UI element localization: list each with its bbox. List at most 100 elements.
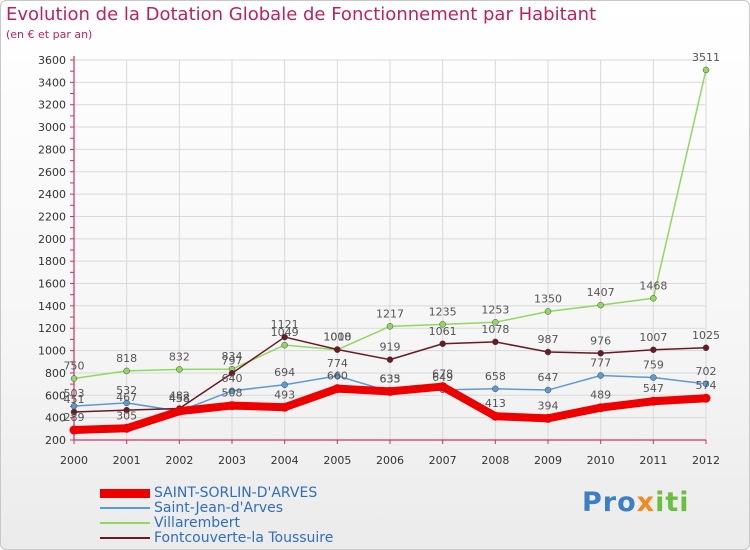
x-tick-label: 2006 xyxy=(376,454,404,467)
x-tick-label: 2009 xyxy=(534,454,562,467)
data-label: 1121 xyxy=(271,318,299,331)
y-tick-label: 400 xyxy=(45,412,66,425)
data-label: 702 xyxy=(696,365,717,378)
data-point xyxy=(648,396,658,406)
legend-item: Villarembert xyxy=(100,516,333,531)
legend-swatch xyxy=(100,488,150,498)
data-point xyxy=(596,403,606,413)
data-label: 508 xyxy=(222,387,243,400)
data-point xyxy=(70,408,78,416)
data-point xyxy=(439,321,446,328)
data-label: 777 xyxy=(590,357,611,370)
x-tick-label: 2007 xyxy=(429,454,457,467)
x-tick-label: 2012 xyxy=(692,454,720,467)
data-label: 1025 xyxy=(692,329,720,342)
legend-label: Fontcouverte-la Toussuire xyxy=(154,530,334,546)
data-point xyxy=(280,402,290,412)
x-tick-label: 2003 xyxy=(218,454,246,467)
data-point xyxy=(492,319,499,326)
data-point xyxy=(597,301,604,309)
x-tick-label: 2002 xyxy=(165,454,193,467)
data-label: 467 xyxy=(116,391,137,404)
y-tick-label: 1000 xyxy=(38,345,66,358)
data-point xyxy=(597,372,604,379)
data-label: 532 xyxy=(116,384,137,397)
data-point xyxy=(123,399,130,407)
x-tick-label: 2010 xyxy=(587,454,615,467)
data-label: 919 xyxy=(380,341,401,354)
data-point xyxy=(174,406,184,416)
data-label: 458 xyxy=(169,392,190,405)
data-point xyxy=(386,323,394,330)
data-label: 574 xyxy=(696,379,717,392)
data-label: 774 xyxy=(327,357,348,370)
data-point xyxy=(544,348,552,356)
label-layer: 289 305 458 508 493 660 635 678 413 394 489 547 574 5… xyxy=(64,51,721,424)
data-label: 649 xyxy=(432,371,453,384)
y-tick-label: 3600 xyxy=(38,54,66,67)
data-label: 660 xyxy=(327,370,348,383)
y-tick-label: 3200 xyxy=(38,99,66,112)
data-point xyxy=(70,375,78,382)
data-label: 976 xyxy=(590,334,611,347)
y-tick-label: 600 xyxy=(45,389,66,402)
data-point xyxy=(702,380,710,388)
data-point xyxy=(438,382,448,392)
series-layer xyxy=(69,66,711,435)
data-label: 394 xyxy=(538,399,559,412)
data-label: 503 xyxy=(64,387,85,400)
y-tick-label: 1200 xyxy=(38,322,66,335)
y-tick-label: 1600 xyxy=(38,278,66,291)
data-label: 633 xyxy=(380,373,401,386)
data-label: 1350 xyxy=(534,292,562,305)
data-label: 451 xyxy=(64,393,85,406)
data-point xyxy=(281,333,288,341)
data-point xyxy=(334,372,341,380)
data-label: 289 xyxy=(64,411,85,424)
data-point xyxy=(490,411,500,421)
x-tick-label: 2005 xyxy=(323,454,351,467)
data-label: 1008 xyxy=(323,331,351,344)
data-point xyxy=(176,366,183,373)
data-label: 694 xyxy=(274,366,295,379)
data-label: 640 xyxy=(222,372,243,385)
logo-part-2: x xyxy=(636,487,656,518)
x-tick-label: 2001 xyxy=(113,454,141,467)
data-label: 489 xyxy=(590,389,611,402)
data-label: 635 xyxy=(380,372,401,385)
data-point xyxy=(650,346,657,354)
data-label: 987 xyxy=(538,333,559,346)
legend-swatch xyxy=(100,522,150,524)
legend-label: Villarembert xyxy=(154,515,240,531)
data-label: 1407 xyxy=(587,286,615,299)
data-point xyxy=(492,385,499,393)
data-label: 678 xyxy=(432,368,453,381)
data-label: 658 xyxy=(485,370,506,383)
data-label: 797 xyxy=(222,354,243,367)
x-tick-label: 2008 xyxy=(481,454,509,467)
legend-swatch xyxy=(100,507,150,509)
data-point xyxy=(597,350,604,357)
y-tick-label: 1800 xyxy=(38,255,66,268)
data-label: 1253 xyxy=(481,303,509,316)
legend-label: SAINT-SORLIN-D'ARVES xyxy=(154,485,318,501)
y-tick-label: 200 xyxy=(45,434,66,447)
data-label: 3511 xyxy=(692,51,720,64)
data-point xyxy=(334,346,341,353)
data-label: 1078 xyxy=(481,323,509,336)
y-tick-label: 2000 xyxy=(38,233,66,246)
y-tick-label: 1400 xyxy=(38,300,66,313)
data-label: 834 xyxy=(222,350,243,363)
data-point xyxy=(701,393,711,403)
logo-part-3: iti xyxy=(655,487,690,518)
data-label: 647 xyxy=(538,371,559,384)
data-label: 832 xyxy=(169,350,190,363)
data-label: 482 xyxy=(169,389,190,402)
data-point xyxy=(492,338,499,346)
data-label: 413 xyxy=(485,397,506,410)
legend-item: Saint-Jean-d'Arves xyxy=(100,501,333,516)
data-point xyxy=(702,344,710,352)
x-tick-label: 2011 xyxy=(639,454,667,467)
chart-subtitle: (en € et par an) xyxy=(6,28,93,41)
data-label: 750 xyxy=(64,360,85,373)
